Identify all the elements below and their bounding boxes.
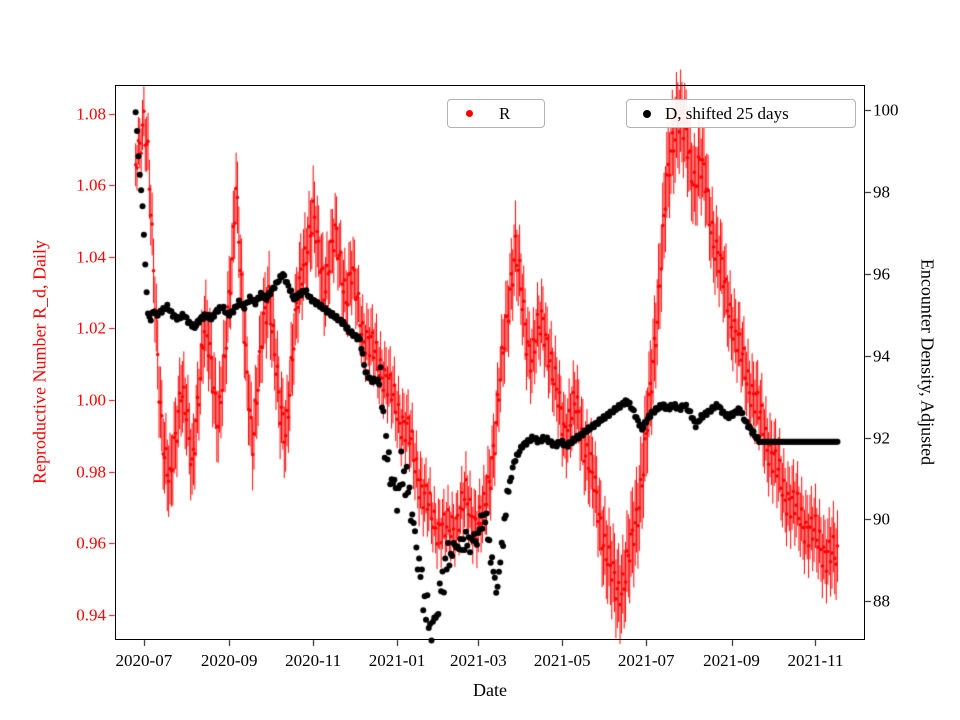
right-tick-label: 88	[873, 591, 890, 611]
x-tick-label: 2021-11	[787, 651, 844, 670]
right-axis-label: Encounter Density, Adjusted	[917, 258, 938, 466]
legend-r: R	[447, 99, 545, 128]
right-tick-label: 96	[873, 264, 890, 284]
x-tick-label: 2021-07	[617, 651, 675, 670]
legend-r-label: R	[499, 103, 511, 123]
left-tick-label: 0.98	[76, 462, 106, 482]
right-tick-label: 92	[873, 428, 890, 448]
right-tick-label: 98	[873, 182, 890, 202]
left-tick-label: 1.06	[76, 175, 106, 195]
right-tick-label: 100	[873, 100, 899, 120]
left-tick-label: 0.94	[76, 605, 106, 625]
x-axis-label: Date	[473, 680, 507, 700]
left-tick-label: 1.02	[76, 318, 106, 338]
x-tick-label: 2020-09	[200, 651, 258, 670]
legend-d-dot-icon	[643, 109, 651, 118]
right-tick-label: 94	[873, 346, 890, 366]
x-tick-label: 2020-11	[285, 651, 342, 670]
legend-r-dot-icon	[466, 110, 473, 117]
x-tick-label: 2021-01	[368, 651, 426, 670]
x-tick-label: 2020-07	[115, 651, 173, 670]
left-axis-label: Reproductive Number R_d, Daily	[29, 240, 50, 484]
legend-d-label: D, shifted 25 days	[665, 103, 789, 123]
x-tick-label: 2021-05	[533, 651, 591, 670]
legend-d: D, shifted 25 days	[626, 99, 856, 128]
plot-area	[115, 85, 865, 640]
left-tick-label: 0.96	[76, 533, 106, 553]
left-tick-label: 1.00	[76, 390, 106, 410]
left-tick-label: 1.08	[76, 104, 106, 124]
x-tick-label: 2021-09	[703, 651, 760, 670]
x-tick-label: 2021-03	[449, 651, 507, 670]
left-tick-label: 1.04	[76, 247, 106, 267]
right-tick-label: 90	[873, 509, 890, 529]
